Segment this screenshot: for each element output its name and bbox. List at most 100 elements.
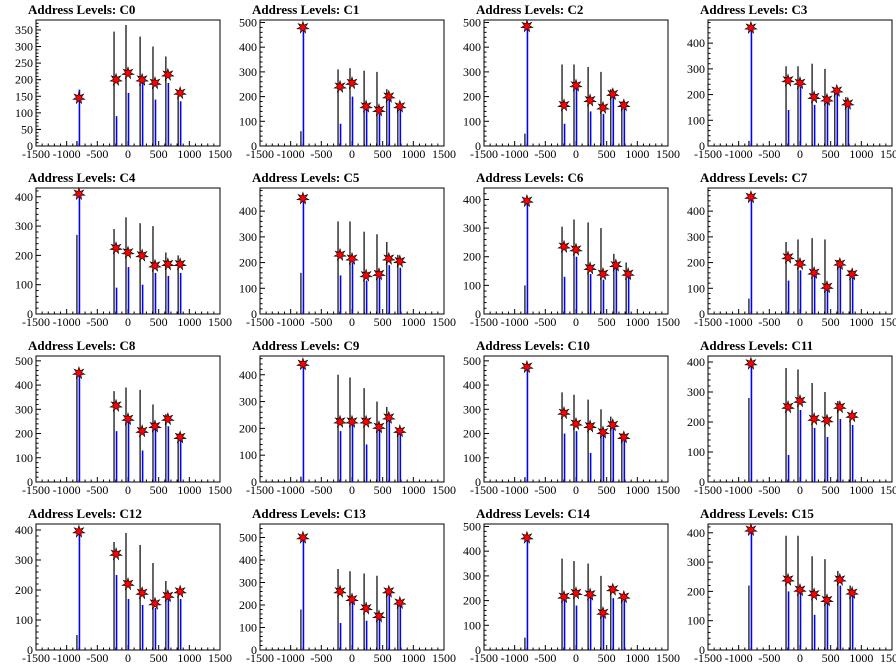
peak-star-marker [807, 265, 821, 280]
histogram-plot: Address Levels: C10100200300400500-1500-… [239, 2, 456, 161]
x-tick-label: 0 [797, 483, 803, 497]
peak-star-marker [381, 584, 396, 598]
histogram-panel: Address Levels: C10 0 100 200 300 400 500 -1500… [448, 336, 680, 504]
peak-star-marker [557, 98, 571, 112]
panel-title: Address Levels: C10 [476, 338, 590, 353]
peak-star-marker [596, 100, 610, 115]
peak-star-marker [557, 239, 571, 254]
peak-star-marker [372, 420, 386, 434]
peak-star-marker [161, 257, 175, 271]
peak-star-marker [333, 79, 347, 94]
x-tick-label: -500 [310, 147, 332, 161]
peak-star-marker [807, 587, 821, 601]
peak-star-marker [793, 393, 807, 408]
histogram-panel: Address Levels: C11 0 100 200 300 400 -1500 -10… [672, 336, 896, 504]
y-tick-label: 400 [687, 526, 705, 540]
peak-star-marker [109, 72, 123, 87]
y-tick-label: 200 [239, 256, 257, 270]
y-tick-label: 300 [239, 230, 257, 244]
x-tick-label: 0 [349, 315, 355, 329]
y-tick-label: 400 [239, 368, 257, 382]
x-tick-label: -1500 [470, 147, 498, 161]
histogram-panel: Address Levels: C0 0 50 100 150 200 250 300 350 -… [0, 0, 232, 168]
y-tick-label: 0 [699, 307, 705, 321]
x-tick-label: -1000 [501, 483, 529, 497]
x-tick-label: 500 [598, 147, 616, 161]
y-tick-label: 400 [239, 40, 257, 54]
peak-star-marker [744, 189, 758, 204]
peak-star-marker [161, 588, 175, 603]
y-tick-label: 0 [27, 475, 33, 489]
peak-star-marker [820, 413, 834, 427]
y-tick-label: 100 [239, 281, 257, 295]
peak-star-marker [833, 399, 847, 414]
x-tick-label: -1000 [277, 483, 305, 497]
y-tick-label: 300 [15, 553, 33, 567]
histogram-plot: Address Levels: C11 0 100 200 300 400 -1500 -10… [687, 338, 896, 497]
x-tick-label: 1500 [880, 483, 896, 497]
peak-star-marker [520, 19, 534, 33]
y-tick-label: 0 [251, 475, 257, 489]
y-tick-label: 200 [463, 250, 481, 264]
x-tick-label: -1000 [725, 651, 753, 665]
y-tick-label: 200 [463, 90, 481, 104]
y-tick-label: 50 [21, 122, 33, 136]
x-tick-label: -500 [86, 315, 108, 329]
y-tick-label: 0 [699, 139, 705, 153]
x-tick-label: 1000 [849, 651, 873, 665]
x-tick-label: -1500 [470, 483, 498, 497]
histogram-plot: Address Levels: C5 0 100 200 300 400 -1500 -100… [239, 170, 456, 329]
x-tick-label: 1000 [849, 147, 873, 161]
y-tick-label: 0 [699, 643, 705, 657]
x-tick-label: -1000 [53, 147, 81, 161]
y-tick-label: 300 [687, 62, 705, 76]
x-tick-label: -1500 [22, 147, 50, 161]
panel-title: Address Levels: C15 [700, 506, 814, 521]
histogram-panel: Address Levels: C1 0 100 200 300 400 500 -1500-… [224, 0, 456, 168]
x-tick-label: 500 [150, 315, 168, 329]
panel-title: Address Levels: C4 [28, 170, 136, 185]
histogram-plot: Address Levels: C80100200300400500-1500-… [15, 338, 232, 497]
peak-star-marker [333, 414, 347, 429]
peak-star-marker [392, 254, 407, 268]
y-tick-label: 0 [699, 475, 705, 489]
x-tick-label: -1000 [53, 315, 81, 329]
x-tick-label: 1500 [656, 315, 680, 329]
peak-star-marker [121, 66, 135, 80]
histogram-plot: Address Levels: C10 0 100 200 300 400 500 -1500… [463, 338, 680, 497]
y-tick-label: 200 [687, 584, 705, 598]
histogram-plot: Address Levels: C3 0 100 200 300 400 -1500 -100… [687, 2, 896, 161]
x-tick-label: 500 [374, 315, 392, 329]
y-tick-label: 300 [687, 555, 705, 569]
peak-star-marker [345, 75, 359, 90]
peak-star-marker [596, 605, 610, 620]
peak-star-marker [296, 530, 310, 544]
peak-star-marker [569, 586, 583, 600]
x-tick-label: 1000 [401, 651, 425, 665]
panel-title: Address Levels: C9 [252, 338, 360, 353]
peak-star-marker [569, 416, 583, 431]
peak-star-marker [845, 408, 859, 423]
peak-star-marker [616, 98, 631, 112]
x-tick-label: -1000 [501, 315, 529, 329]
panel-title: Address Levels: C1 [252, 2, 359, 17]
panel-title: Address Levels: C7 [700, 170, 808, 185]
peak-star-marker [829, 83, 844, 98]
x-tick-label: -500 [86, 651, 108, 665]
histogram-plot: Address Levels: C20100200300400500-1500-… [463, 2, 680, 161]
peak-star-marker [596, 425, 610, 439]
x-tick-label: 1500 [208, 315, 232, 329]
x-tick-label: -1000 [725, 483, 753, 497]
x-tick-label: -500 [758, 315, 780, 329]
x-tick-label: -1500 [694, 483, 722, 497]
histogram-panel: Address Levels: C5 0 100 200 300 400 -1500 -100… [224, 168, 456, 336]
peak-star-marker [605, 418, 620, 432]
peak-star-marker [109, 398, 123, 412]
peak-star-marker [372, 103, 386, 117]
x-tick-label: 1500 [208, 483, 232, 497]
y-tick-label: 300 [463, 221, 481, 235]
y-tick-label: 100 [687, 113, 705, 127]
y-tick-label: 0 [251, 139, 257, 153]
x-tick-label: 1000 [177, 315, 201, 329]
x-tick-label: 0 [125, 483, 131, 497]
